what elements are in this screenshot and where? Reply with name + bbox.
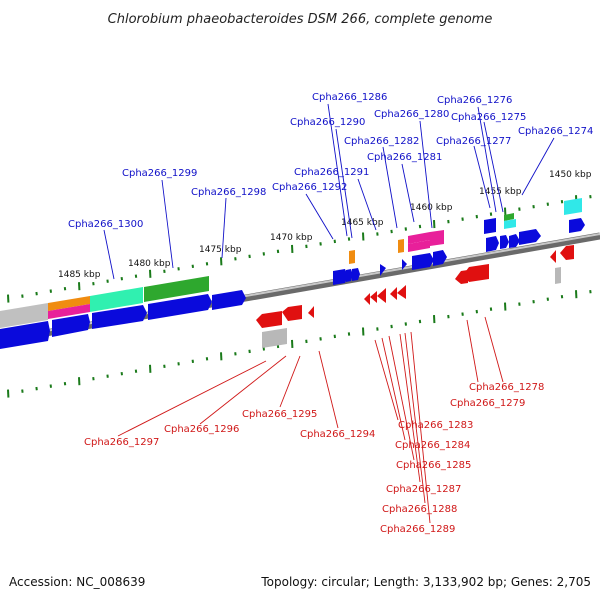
gene-feature[interactable] [500, 235, 509, 249]
gene-feature[interactable] [256, 311, 282, 328]
minus-strand-features [256, 245, 574, 348]
gene-label[interactable]: Cpha266_1281 [367, 152, 442, 163]
gene-label[interactable]: Cpha266_1275 [451, 112, 526, 123]
gene-label[interactable]: Cpha266_1277 [436, 136, 511, 147]
gene-feature[interactable] [90, 287, 143, 312]
gene-label[interactable]: Cpha266_1285 [396, 460, 471, 471]
gene-feature[interactable] [397, 285, 406, 299]
gene-feature[interactable] [433, 250, 447, 266]
gene-feature[interactable] [380, 264, 386, 276]
gene-feature[interactable] [560, 245, 574, 260]
gene-feature[interactable] [212, 290, 246, 310]
plus-strand-features [0, 198, 585, 349]
label-leader-lines [103, 103, 555, 524]
kbp-label: 1480 kbp [128, 259, 171, 269]
kbp-label: 1465 kbp [341, 218, 384, 228]
gene-feature[interactable] [346, 269, 353, 282]
gene-feature[interactable] [0, 303, 48, 328]
gene-feature[interactable] [402, 259, 407, 270]
gene-feature[interactable] [52, 314, 90, 337]
kbp-scale-labels: 1485 kbp 1480 kbp 1475 kbp 1470 kbp 1465… [58, 170, 592, 280]
gene-feature[interactable] [390, 287, 397, 300]
gene-feature[interactable] [48, 304, 90, 319]
gene-feature[interactable] [282, 305, 302, 321]
kbp-label: 1485 kbp [58, 270, 101, 280]
gene-feature[interactable] [569, 218, 585, 233]
gene-label[interactable]: Cpha266_1297 [84, 437, 159, 448]
gene-label[interactable]: Cpha266_1295 [242, 409, 317, 420]
gene-label[interactable]: Cpha266_1278 [469, 382, 544, 393]
gene-label[interactable]: Cpha266_1287 [386, 484, 461, 495]
map-title: Chlorobium phaeobacteroides DSM 266, com… [108, 12, 493, 27]
gene-feature[interactable] [349, 250, 355, 264]
gene-label[interactable]: Cpha266_1296 [164, 424, 239, 435]
gene-label[interactable]: Cpha266_1290 [290, 117, 365, 128]
gene-feature[interactable] [564, 198, 582, 215]
scale-ticks-bottom [7, 289, 592, 398]
gene-label[interactable]: Cpha266_1292 [272, 182, 347, 193]
gene-feature[interactable] [262, 328, 287, 348]
gene-label[interactable]: Cpha266_1289 [380, 524, 455, 535]
gene-feature[interactable] [333, 269, 348, 285]
gene-feature[interactable] [504, 219, 516, 229]
gene-label[interactable]: Cpha266_1284 [395, 440, 470, 451]
gene-feature[interactable] [430, 230, 444, 246]
gene-label[interactable]: Cpha266_1300 [68, 219, 143, 230]
gene-feature[interactable] [412, 253, 434, 270]
gene-feature[interactable] [550, 250, 556, 263]
gene-label[interactable]: Cpha266_1298 [191, 187, 266, 198]
gene-label[interactable]: Cpha266_1276 [437, 95, 512, 106]
gene-label[interactable]: Cpha266_1282 [344, 136, 419, 147]
gene-label[interactable]: Cpha266_1280 [374, 109, 449, 120]
kbp-label: 1470 kbp [270, 233, 313, 243]
gene-feature[interactable] [92, 305, 147, 329]
kbp-label: 1450 kbp [549, 170, 592, 180]
gene-feature[interactable] [484, 218, 496, 234]
kbp-label: 1460 kbp [410, 203, 453, 213]
gene-label[interactable]: Cpha266_1286 [312, 92, 387, 103]
gene-label[interactable]: Cpha266_1279 [450, 398, 525, 409]
kbp-label: 1475 kbp [199, 245, 242, 255]
gene-feature[interactable] [308, 306, 314, 318]
gene-feature[interactable] [509, 234, 520, 248]
gene-label[interactable]: Cpha266_1274 [518, 126, 593, 137]
gene-feature[interactable] [0, 321, 50, 349]
gene-label[interactable]: Cpha266_1299 [122, 168, 197, 179]
gene-feature[interactable] [148, 294, 212, 320]
gene-label[interactable]: Cpha266_1294 [300, 429, 375, 440]
gene-feature[interactable] [352, 268, 360, 281]
gene-label[interactable]: Cpha266_1291 [294, 167, 369, 178]
gene-feature[interactable] [504, 213, 514, 221]
gene-feature[interactable] [555, 267, 561, 284]
gene-feature[interactable] [144, 276, 209, 302]
gene-label[interactable]: Cpha266_1283 [398, 420, 473, 431]
accession-text: Accession: NC_008639 [9, 575, 145, 589]
kbp-label: 1455 kbp [479, 187, 522, 197]
gene-feature[interactable] [519, 229, 541, 245]
gene-feature[interactable] [463, 264, 489, 282]
minus-strand-labels: Cpha266_1278 Cpha266_1279 Cpha266_1295 C… [84, 382, 544, 535]
gene-label[interactable]: Cpha266_1288 [382, 504, 457, 515]
gene-feature[interactable] [408, 240, 430, 252]
genome-backbone [0, 232, 600, 345]
gene-feature[interactable] [486, 236, 499, 252]
genome-summary-text: Topology: circular; Length: 3,133,902 bp… [260, 575, 591, 589]
gene-feature[interactable] [370, 291, 377, 303]
gene-feature[interactable] [364, 293, 370, 305]
plus-strand-labels: Cpha266_1286 Cpha266_1280 Cpha266_1276 C… [68, 92, 593, 230]
gene-feature[interactable] [398, 239, 404, 253]
gene-feature[interactable] [48, 296, 90, 311]
gene-feature[interactable] [377, 288, 386, 303]
